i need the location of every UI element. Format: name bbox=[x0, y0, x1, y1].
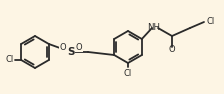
Text: O: O bbox=[76, 42, 82, 52]
Text: Cl: Cl bbox=[124, 69, 132, 77]
Text: NH: NH bbox=[147, 24, 161, 33]
Text: O: O bbox=[60, 42, 66, 52]
Text: S: S bbox=[67, 47, 75, 57]
Text: Cl: Cl bbox=[207, 17, 215, 25]
Text: Cl: Cl bbox=[5, 55, 13, 64]
Text: O: O bbox=[169, 45, 175, 55]
